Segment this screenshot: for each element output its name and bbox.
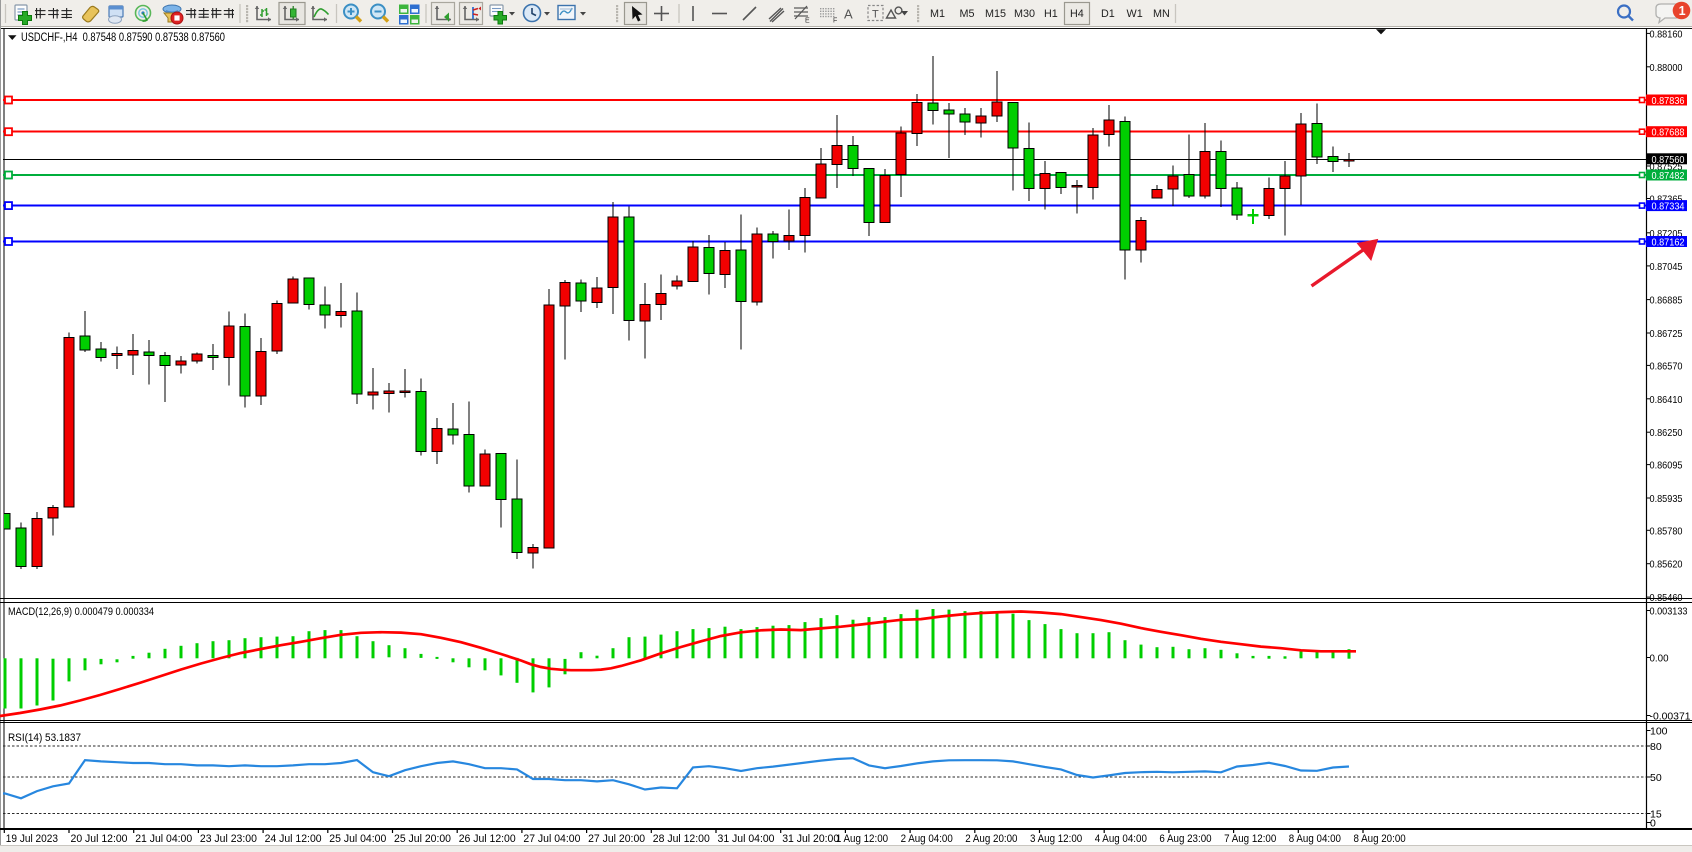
svg-text:6 Aug 23:00: 6 Aug 23:00: [1159, 833, 1211, 845]
svg-text:0: 0: [1650, 818, 1656, 830]
svg-text:0.88000: 0.88000: [1650, 62, 1683, 74]
svg-text:F: F: [833, 18, 837, 25]
svg-text:0.87836: 0.87836: [1652, 95, 1685, 107]
svg-text:8 Aug 20:00: 8 Aug 20:00: [1354, 833, 1406, 845]
svg-text:T: T: [872, 9, 879, 21]
svg-text:H4: H4: [1070, 8, 1084, 20]
svg-text:0.87045: 0.87045: [1650, 261, 1683, 273]
svg-text:2 Aug 04:00: 2 Aug 04:00: [901, 833, 953, 845]
svg-text:-0.00371: -0.00371: [1650, 711, 1691, 723]
svg-text:0.003133: 0.003133: [1650, 606, 1688, 618]
svg-text:0.88160: 0.88160: [1650, 28, 1683, 40]
svg-text:0.86250: 0.86250: [1650, 427, 1683, 439]
svg-text:1 Aug 12:00: 1 Aug 12:00: [836, 833, 888, 845]
svg-text:80: 80: [1650, 741, 1662, 753]
svg-text:0.87688: 0.87688: [1652, 127, 1685, 139]
svg-text:0.86095: 0.86095: [1650, 460, 1683, 472]
svg-text:0.87560: 0.87560: [1652, 154, 1685, 166]
svg-text:23 Jul 23:00: 23 Jul 23:00: [200, 833, 257, 845]
svg-text:E: E: [805, 18, 810, 25]
svg-text:1: 1: [1679, 4, 1686, 18]
svg-text:21 Jul 04:00: 21 Jul 04:00: [135, 833, 192, 845]
svg-text:0.86410: 0.86410: [1650, 394, 1683, 406]
svg-text:24 Jul 12:00: 24 Jul 12:00: [265, 833, 322, 845]
svg-text:0.87334: 0.87334: [1652, 201, 1685, 213]
svg-text:19 Jul 2023: 19 Jul 2023: [6, 833, 58, 845]
svg-text:4 Aug 04:00: 4 Aug 04:00: [1095, 833, 1147, 845]
svg-text:31 Jul 04:00: 31 Jul 04:00: [718, 833, 775, 845]
svg-text:15: 15: [1650, 809, 1662, 821]
svg-text:3 Aug 12:00: 3 Aug 12:00: [1030, 833, 1082, 845]
svg-text:25 Jul 04:00: 25 Jul 04:00: [329, 833, 386, 845]
svg-text:M30: M30: [1014, 8, 1035, 20]
svg-text:M5: M5: [960, 8, 975, 20]
svg-text:MACD(12,26,9) 0.000479 0.00033: MACD(12,26,9) 0.000479 0.000334: [8, 606, 154, 618]
svg-text:28 Jul 12:00: 28 Jul 12:00: [653, 833, 710, 845]
svg-text:0.86885: 0.86885: [1650, 295, 1683, 307]
svg-text:W1: W1: [1127, 8, 1143, 20]
svg-text:26 Jul 12:00: 26 Jul 12:00: [459, 833, 516, 845]
svg-text:50: 50: [1650, 772, 1662, 784]
svg-text:0.86570: 0.86570: [1650, 360, 1683, 372]
svg-text:20 Jul 12:00: 20 Jul 12:00: [71, 833, 128, 845]
svg-text:8 Aug 04:00: 8 Aug 04:00: [1289, 833, 1341, 845]
svg-text:M15: M15: [985, 8, 1006, 20]
svg-text:7 Aug 12:00: 7 Aug 12:00: [1224, 833, 1276, 845]
svg-text:H1: H1: [1044, 8, 1058, 20]
svg-text:0.85935: 0.85935: [1650, 493, 1683, 505]
svg-text:31 Jul 20:00: 31 Jul 20:00: [782, 833, 839, 845]
svg-text:0.00: 0.00: [1650, 653, 1669, 665]
svg-text:0.85620: 0.85620: [1650, 559, 1683, 571]
svg-text:M1: M1: [930, 8, 945, 20]
svg-text:0.87482: 0.87482: [1652, 170, 1685, 182]
svg-text:27 Jul 04:00: 27 Jul 04:00: [523, 833, 580, 845]
svg-text:0.87162: 0.87162: [1652, 237, 1685, 249]
svg-text:0.86725: 0.86725: [1650, 328, 1683, 340]
svg-text:RSI(14) 53.1837: RSI(14) 53.1837: [8, 732, 81, 744]
svg-text:A: A: [844, 7, 853, 22]
svg-text:D1: D1: [1101, 8, 1115, 20]
svg-text:0.85780: 0.85780: [1650, 525, 1683, 537]
svg-text:2 Aug 20:00: 2 Aug 20:00: [965, 833, 1017, 845]
svg-text:100: 100: [1650, 726, 1668, 738]
svg-text:25 Jul 20:00: 25 Jul 20:00: [394, 833, 451, 845]
svg-text:MN: MN: [1153, 8, 1170, 20]
svg-text:27 Jul 20:00: 27 Jul 20:00: [588, 833, 645, 845]
svg-text:USDCHF-,H4 0.87548 0.87590 0.: USDCHF-,H4 0.87548 0.87590 0.87538 0.875…: [21, 32, 225, 44]
